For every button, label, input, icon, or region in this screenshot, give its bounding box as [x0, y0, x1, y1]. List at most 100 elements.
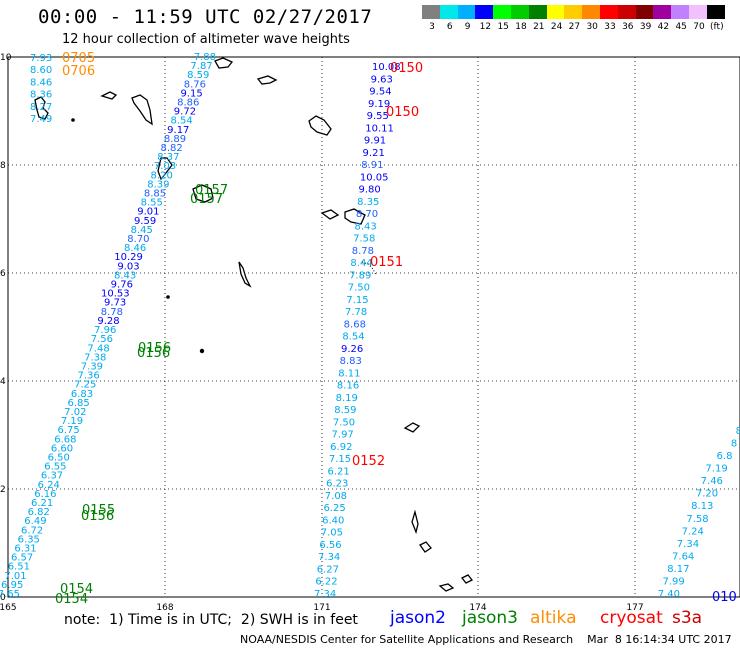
island-outline: [157, 157, 173, 181]
island-outline: [344, 208, 366, 225]
color-scale-swatch: [511, 5, 529, 19]
wave-height-label: 6.31: [14, 543, 36, 554]
pass-time-label: 0157: [195, 183, 228, 198]
wave-height-label: 10.11: [365, 123, 394, 134]
wave-height-label: 8.70: [127, 234, 149, 245]
wave-height-label: 7.38: [84, 352, 106, 363]
color-scale-label: 27: [568, 22, 581, 32]
satellite-legend-cryosat: cryosat: [600, 608, 663, 628]
wave-height-label: 7.36: [77, 371, 99, 382]
wave-height-label: 8.59: [334, 405, 356, 416]
color-scale-swatch: [439, 5, 458, 19]
wave-height-label: 7.50: [348, 283, 370, 294]
pass-time-label: 0150: [390, 61, 423, 76]
longitude-tick-label: 165: [0, 603, 17, 613]
wave-height-label: 6.16: [34, 489, 56, 500]
island-outline: [411, 509, 419, 535]
wave-height-label: 8: [731, 439, 737, 450]
wave-height-label: 9.01: [137, 207, 159, 218]
longitude-tick-label: 177: [626, 603, 643, 613]
wave-height-label: 10.08: [372, 62, 401, 73]
island-outline: [214, 57, 234, 69]
wave-height-label: 9.26: [341, 344, 363, 355]
wave-height-label: 7.08: [325, 491, 347, 502]
wave-height-label: 6.85: [67, 398, 89, 409]
wave-height-label: 7.97: [332, 430, 354, 441]
wave-height-label: 7.87: [190, 61, 212, 72]
wave-height-label: 6.22: [315, 577, 337, 588]
wave-height-label: 8.44: [350, 258, 372, 269]
wave-height-label: 9.19: [368, 99, 390, 110]
wave-height-label: 9.73: [104, 298, 126, 309]
wave-height-label: 7.64: [672, 551, 694, 562]
map-title: 00:00 - 11:59 UTC 02/27/2017: [38, 6, 373, 28]
island-outline: [361, 261, 377, 276]
wave-height-label: 7.34: [677, 539, 699, 550]
wave-height-label: 8.78: [101, 307, 123, 318]
wave-height-label: 8.37: [157, 152, 179, 163]
wave-height-label: 8.16: [337, 381, 359, 392]
wave-height-label: 7.24: [682, 526, 704, 537]
wave-height-label: 8.76: [184, 79, 206, 90]
pass-time-label: 0151: [370, 255, 403, 270]
wave-height-label: 6.37: [41, 471, 63, 482]
wave-height-label: 10.05: [360, 172, 389, 183]
pass-time-label: 0154: [60, 582, 93, 597]
wave-height-label: 7.40: [658, 589, 680, 600]
wave-height-label: 7.88: [194, 52, 216, 63]
latitude-tick-label: 8: [0, 161, 6, 171]
wave-height-label: 7.50: [333, 417, 355, 428]
color-scale-label: 36: [622, 22, 634, 32]
wave-height-label: 6.60: [51, 443, 73, 454]
wave-height-label: 9.63: [371, 74, 393, 85]
color-scale-swatch: [582, 5, 600, 19]
wave-height-label: 8.35: [357, 197, 379, 208]
island-outline: [131, 94, 153, 126]
wave-height-label: 8.54: [342, 332, 364, 343]
wave-height-label: 7.89: [349, 270, 371, 281]
wave-height-label: 8.70: [356, 209, 378, 220]
color-scale-swatch: [617, 5, 636, 19]
wave-height-label: 7.02: [64, 407, 86, 418]
wave-height-label: 9.80: [359, 185, 381, 196]
wave-height-label: 8.54: [170, 116, 192, 127]
wave-height-label: 6.21: [327, 466, 349, 477]
wave-height-label: 7.19: [705, 464, 727, 475]
wave-height-label: 9.72: [174, 107, 196, 118]
wave-height-label: 9.54: [369, 87, 391, 98]
wave-height-label: 8: [736, 426, 740, 437]
latitude-tick-label: 2: [0, 485, 6, 495]
wave-height-label: 7.65: [0, 589, 20, 600]
wave-height-label: 8.20: [151, 170, 173, 181]
pass-time-label: 010: [712, 590, 737, 605]
pass-time-label: 0154: [55, 592, 88, 607]
pass-time-label: 0156: [137, 346, 170, 361]
satellite-legend-jason2: jason2: [390, 608, 446, 628]
wave-height-label: 9.76: [111, 280, 133, 291]
island-dot: [199, 348, 205, 354]
island-outline: [192, 184, 214, 203]
color-scale-label: 6: [446, 22, 453, 32]
wave-height-label: 8.46: [30, 77, 52, 88]
wave-height-label: 7.46: [701, 476, 723, 487]
wave-height-label: 6.21: [31, 498, 53, 509]
island-dot: [166, 295, 170, 299]
wave-height-label: 6.83: [71, 389, 93, 400]
color-scale-swatch: [600, 5, 618, 19]
wave-height-label: 6.50: [48, 452, 70, 463]
wave-height-label: 7.15: [346, 295, 368, 306]
color-scale-swatch: [671, 5, 689, 19]
island-outline: [34, 96, 49, 120]
wave-height-label: 6.82: [28, 507, 50, 518]
longitude-tick-label: 174: [469, 603, 486, 613]
island-outline: [403, 422, 421, 433]
wave-height-label: 9.03: [117, 261, 139, 272]
color-scale-label: 30: [586, 22, 598, 32]
wave-height-label: 8.43: [114, 270, 136, 281]
wave-height-label: 7.03: [154, 161, 176, 172]
wave-height-label: 6.8: [717, 451, 733, 462]
color-scale-swatch: [546, 5, 565, 19]
island-outline: [238, 261, 252, 288]
wave-height-label: 7.96: [94, 325, 116, 336]
latitude-tick-label: 4: [0, 377, 6, 387]
